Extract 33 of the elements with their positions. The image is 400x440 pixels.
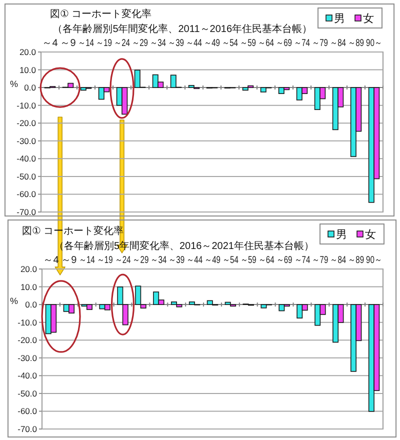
y-tick-label: -10.0: [18, 317, 38, 328]
y-tick-label: -30.0: [18, 352, 38, 363]
legend-label: 男: [336, 229, 347, 241]
y-tick-label: 10.0: [20, 282, 38, 292]
y-tick-label: -20.0: [16, 118, 36, 128]
chart-title: 図① コーホート変化率: [50, 8, 152, 20]
x-tick-label: ～4: [42, 38, 58, 49]
y-tick-label: 0.0: [24, 82, 36, 93]
y-tick-label: -50.0: [18, 388, 38, 398]
y-tick-label: -50.0: [16, 171, 36, 182]
y-tick-label: -10.0: [16, 100, 36, 110]
y-tick-label: -70.0: [18, 424, 38, 434]
y-tick-label: -70.0: [16, 207, 36, 217]
y-tick-label: -40.0: [18, 370, 38, 381]
x-tick-label: ～9: [60, 38, 76, 49]
y-tick-label: -30.0: [16, 136, 36, 146]
x-tick-label: ～9: [61, 255, 78, 266]
y-tick-label: -40.0: [16, 154, 36, 164]
legend-label: 女: [363, 13, 374, 25]
legend-label: 女: [365, 229, 376, 241]
x-tick-label: 90～: [366, 38, 388, 49]
y-tick-label: 20.0: [20, 264, 38, 274]
y-tick-label: 0.0: [25, 300, 38, 310]
y-tick-label: -60.0: [18, 406, 38, 416]
chart-subtitle: （各年齢層別5年間変化率、2011～2016年住民基本台帳）: [52, 23, 312, 35]
y-tick-label: -60.0: [16, 189, 36, 200]
legend-label: 男: [334, 13, 345, 25]
y-axis-title: %: [10, 79, 18, 89]
y-tick-label: -20.0: [18, 335, 38, 346]
y-tick-label: 10.0: [19, 64, 36, 75]
x-tick-label: 90～: [366, 255, 388, 266]
y-tick-label: 20.0: [19, 47, 36, 57]
y-axis-title: %: [10, 296, 18, 306]
